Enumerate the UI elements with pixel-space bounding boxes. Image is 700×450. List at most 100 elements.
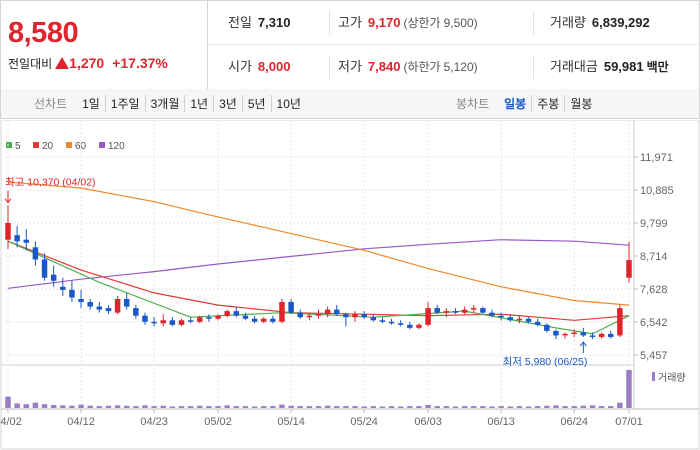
candle	[626, 242, 632, 283]
tab-3months[interactable]: 3개월	[144, 95, 185, 112]
volume-bar	[5, 396, 11, 408]
volume-bar	[242, 406, 249, 408]
candle-body	[388, 321, 395, 324]
candle	[288, 298, 294, 315]
stock-chart: 5 20 60 120 11,971 10,885 9,799 8,714 7,628 6,54…	[0, 119, 700, 450]
candle	[78, 289, 84, 309]
tab-10years[interactable]: 10년	[270, 95, 306, 112]
x-tick-label: 05/24	[350, 416, 378, 428]
candle	[270, 315, 276, 324]
volume-bar	[553, 405, 559, 408]
volume-bar	[50, 404, 57, 408]
candle-body	[288, 302, 294, 313]
candle	[41, 253, 48, 281]
line-chart-title: 선차트	[34, 97, 68, 111]
quote-row-1: 전일 7,310 고가 9,170 (상한가 9,500) 거래량 6,839,292	[208, 1, 699, 45]
candle-body	[443, 311, 450, 313]
x-tick-label: 04/23	[140, 416, 168, 428]
candle-body	[233, 311, 240, 316]
x-tick-label: 07/01	[615, 416, 643, 428]
annotations: 최고 10,370 (04/02) 최저 5,980 (06/25)	[4, 177, 587, 368]
tab-1day[interactable]: 1일	[82, 97, 100, 111]
candle	[306, 312, 313, 321]
tab-1week[interactable]: 1주일	[104, 95, 145, 112]
volume-bar	[397, 406, 404, 408]
volume-bar	[315, 406, 322, 408]
candle	[480, 306, 486, 315]
candle	[334, 305, 340, 316]
candle-body	[251, 318, 258, 322]
volume-bar	[324, 405, 331, 408]
volume-bar	[498, 406, 504, 408]
candle	[544, 323, 550, 333]
candle	[60, 277, 66, 296]
volume-bar	[343, 406, 349, 408]
candle	[297, 309, 303, 319]
candle	[370, 314, 377, 322]
candle	[315, 309, 322, 319]
candle-body	[50, 274, 57, 281]
tab-3years[interactable]: 3년	[213, 95, 242, 112]
tab-5years[interactable]: 5년	[241, 95, 271, 112]
candle-body	[279, 302, 285, 322]
candle	[123, 292, 130, 310]
candle-body	[197, 317, 203, 322]
x-tick-label: 06/03	[414, 416, 442, 428]
candle	[489, 309, 495, 318]
x-axis-labels: 04/02 04/12 04/23 05/02 05/14 05/24 06/03 06/13…	[0, 416, 643, 428]
candle-body	[78, 298, 84, 303]
candle	[343, 312, 349, 327]
volume-bar	[279, 404, 285, 408]
candle	[498, 312, 504, 321]
tab-weekly[interactable]: 주봉	[531, 95, 564, 112]
volume-bar	[489, 406, 495, 408]
candle-body	[206, 317, 212, 319]
candle	[525, 317, 532, 324]
volume-bar	[589, 405, 596, 408]
candle-body	[160, 320, 166, 324]
candle-body	[397, 323, 404, 325]
candle	[69, 280, 75, 303]
candle-body	[379, 320, 386, 322]
divider	[329, 55, 330, 79]
quote-summary: 8,580 전일대비 1,270 +17.37% 전일 7,310 고가 9,170 (상…	[0, 0, 700, 90]
tab-1year[interactable]: 1년	[184, 95, 213, 112]
legend-label: 20	[42, 141, 54, 152]
volume-bar	[151, 406, 157, 408]
volume-bar	[471, 406, 477, 408]
volume-bar	[187, 406, 194, 408]
volume-bar	[251, 406, 258, 408]
candle	[206, 314, 212, 322]
candle-body	[571, 332, 577, 334]
tab-monthly[interactable]: 월봉	[564, 95, 597, 112]
day-high: 고가 9,170 (상한가 9,500)	[338, 15, 478, 30]
tab-daily[interactable]: 일봉	[504, 97, 527, 111]
up-arrow-icon	[55, 57, 70, 69]
candle-body	[242, 315, 249, 319]
volume-bar	[69, 405, 75, 408]
candle-body	[224, 311, 230, 316]
volume-bar	[78, 404, 84, 408]
candle	[151, 317, 157, 327]
candle-body	[215, 315, 221, 319]
volume-bar	[14, 403, 20, 408]
volume-bar	[133, 406, 139, 408]
chart-grid	[0, 119, 700, 450]
candle	[416, 323, 422, 330]
candle	[279, 298, 285, 324]
candle-body	[370, 317, 377, 321]
candle	[32, 241, 39, 266]
candle-body	[544, 324, 550, 331]
volume-bar	[197, 405, 203, 408]
volume-bar	[571, 406, 577, 408]
candle-body	[306, 315, 313, 318]
candles	[5, 205, 632, 340]
volume: 거래량 6,839,292	[550, 15, 650, 30]
candle	[87, 298, 93, 310]
volume-bar	[516, 406, 523, 408]
volume-bar	[361, 406, 367, 408]
volume-label: 거래량	[658, 372, 686, 384]
candle	[562, 332, 568, 339]
candle	[407, 321, 413, 330]
volume-bar	[434, 406, 440, 408]
